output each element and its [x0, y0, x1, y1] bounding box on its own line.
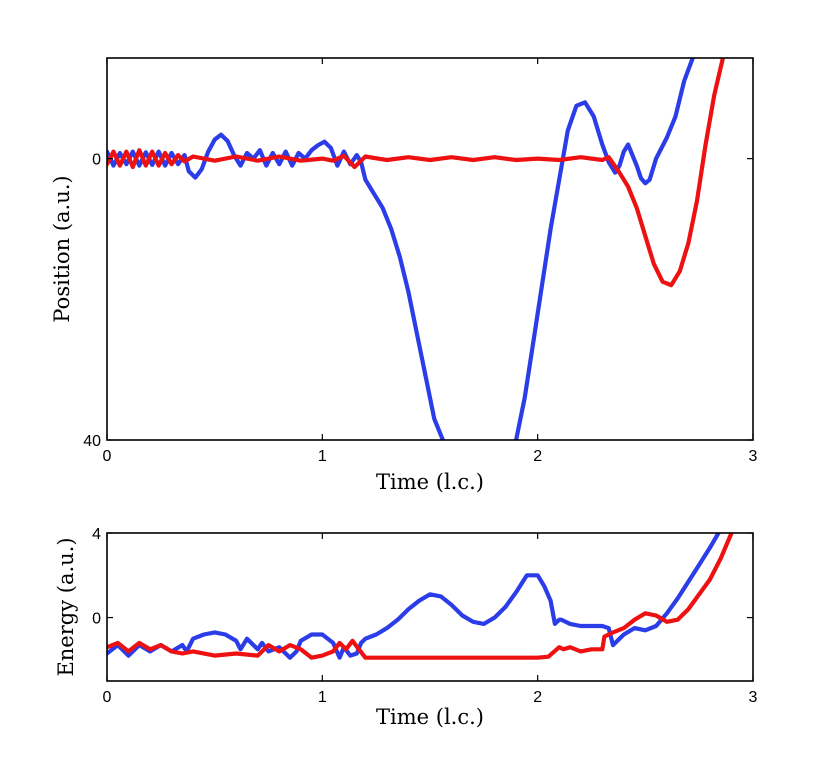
position-plot-area [107, 58, 725, 440]
energy-series-red-line [107, 533, 734, 660]
position-series-layer [107, 58, 725, 440]
energy-x-tick-label: 2 [533, 689, 542, 706]
energy-ticks: 0 1 2 3 0 4 [92, 526, 757, 706]
energy-series-layer [107, 533, 734, 660]
position-series-blue-line [107, 132, 445, 440]
energy-panel: 0 1 2 3 0 4 Time (l.c.) Energy (a.u.) [54, 526, 758, 729]
position-axes-frame [106, 57, 754, 441]
energy-y-axis-label: Energy (a.u.) [54, 537, 78, 676]
energy-y-tick-label: 0 [92, 611, 101, 628]
position-x-tick-label: 1 [318, 448, 327, 465]
position-series-red-line [107, 58, 725, 288]
position-series-blue-late-line [514, 58, 695, 440]
position-x-axis-label: Time (l.c.) [376, 470, 484, 494]
energy-x-axis-label: Time (l.c.) [376, 705, 484, 729]
energy-plot-area [107, 533, 734, 660]
energy-axes-frame [106, 532, 754, 682]
position-y-tick-label: 0 [92, 152, 101, 169]
energy-series-blue-line [107, 533, 721, 660]
energy-x-tick-label: 1 [318, 689, 327, 706]
position-y-axis-label: Position (a.u.) [50, 175, 74, 322]
position-y-tick-label: 40 [83, 433, 101, 450]
energy-y-tick-label: 4 [92, 526, 101, 543]
energy-x-tick-label: 0 [103, 689, 112, 706]
position-x-tick-label: 2 [533, 448, 542, 465]
position-x-tick-label: 3 [749, 448, 758, 465]
energy-x-tick-label: 3 [749, 689, 758, 706]
position-x-tick-label: 0 [103, 448, 112, 465]
